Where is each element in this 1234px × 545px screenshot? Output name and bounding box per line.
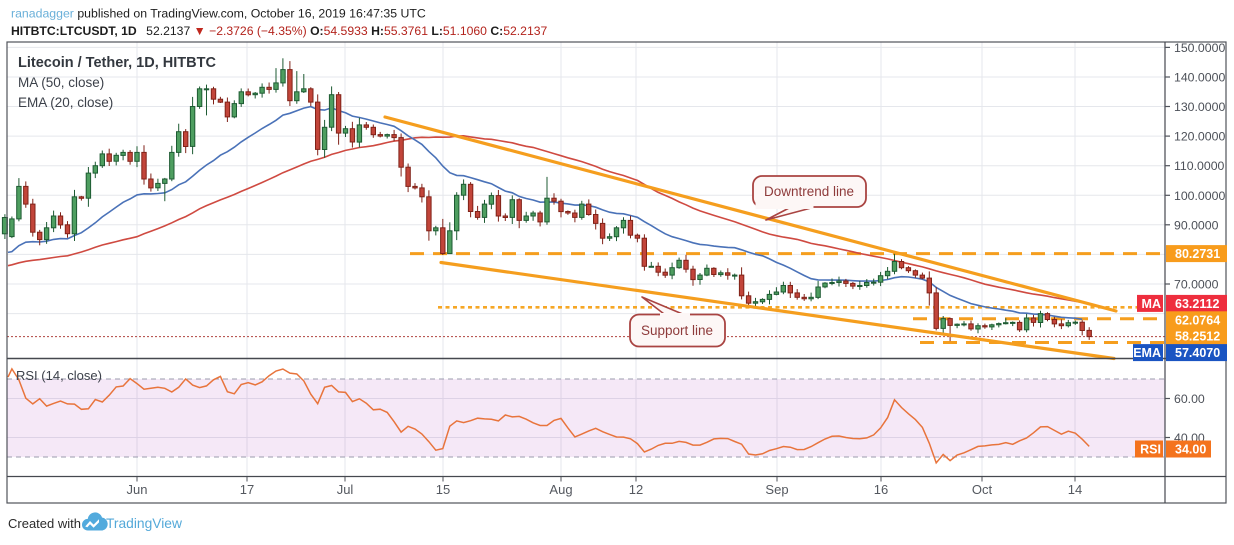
svg-text:Jul: Jul: [337, 482, 354, 497]
svg-text:Created with: Created with: [8, 516, 81, 531]
svg-text:34.00: 34.00: [1175, 443, 1206, 457]
svg-text:100.0000: 100.0000: [1174, 189, 1225, 203]
svg-text:15: 15: [436, 482, 450, 497]
svg-text:110.0000: 110.0000: [1174, 159, 1225, 173]
svg-text:EMA (20, close): EMA (20, close): [18, 95, 113, 110]
svg-text:MA: MA: [1142, 297, 1161, 311]
svg-text:62.0764: 62.0764: [1175, 313, 1220, 327]
svg-text:MA (50, close): MA (50, close): [18, 75, 104, 90]
svg-text:120.0000: 120.0000: [1174, 130, 1225, 144]
svg-text:Support line: Support line: [641, 323, 713, 338]
svg-text:60.00: 60.00: [1174, 392, 1205, 406]
svg-text:ranadagger published on Tradin: ranadagger published on TradingView.com,…: [11, 7, 426, 21]
svg-text:57.4070: 57.4070: [1175, 346, 1220, 360]
svg-text:16: 16: [874, 482, 888, 497]
svg-text:150.0000: 150.0000: [1174, 41, 1225, 55]
svg-text:130.0000: 130.0000: [1174, 100, 1225, 114]
svg-text:90.0000: 90.0000: [1174, 218, 1219, 232]
svg-text:RSI (14, close): RSI (14, close): [16, 368, 102, 383]
svg-text:14: 14: [1068, 482, 1082, 497]
svg-text:Aug: Aug: [549, 482, 572, 497]
svg-text:Sep: Sep: [765, 482, 788, 497]
svg-text:140.0000: 140.0000: [1174, 71, 1225, 85]
svg-text:58.2512: 58.2512: [1175, 330, 1220, 344]
svg-text:80.2731: 80.2731: [1175, 247, 1220, 261]
svg-text:Oct: Oct: [972, 482, 993, 497]
svg-text:17: 17: [240, 482, 254, 497]
svg-text:Downtrend line: Downtrend line: [764, 184, 854, 199]
svg-text:EMA: EMA: [1133, 346, 1161, 360]
svg-text:Jun: Jun: [127, 482, 148, 497]
svg-text:HITBTC:LTCUSDT, 1D 52.2137 ▼: HITBTC:LTCUSDT, 1D 52.2137 ▼ −2.3726 (−4…: [11, 24, 548, 38]
svg-text:63.2112: 63.2112: [1175, 297, 1220, 311]
svg-text:70.0000: 70.0000: [1174, 278, 1219, 292]
svg-text:RSI: RSI: [1140, 443, 1161, 457]
svg-text:12: 12: [629, 482, 643, 497]
svg-text:TradingView: TradingView: [106, 516, 182, 531]
svg-text:Litecoin / Tether, 1D, HITBTC: Litecoin / Tether, 1D, HITBTC: [18, 55, 216, 71]
